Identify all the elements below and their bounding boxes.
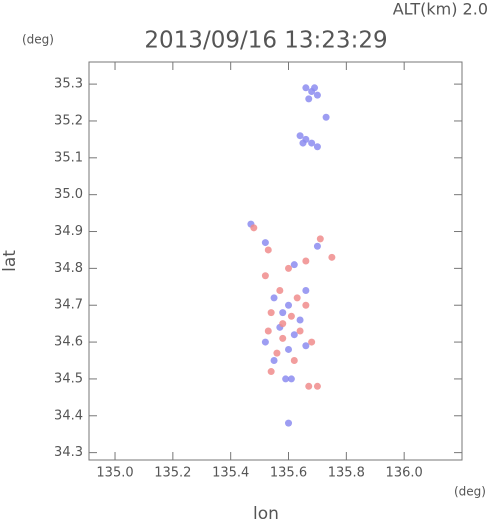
altitude-label: ALT(km) 2.0 bbox=[393, 0, 488, 19]
echo-point bbox=[296, 327, 304, 335]
y-unit: (deg) bbox=[22, 33, 54, 47]
echo-point bbox=[322, 113, 330, 121]
echo-point bbox=[302, 342, 310, 350]
x-unit: (deg) bbox=[454, 485, 486, 499]
y-tick-label: 35.2 bbox=[54, 113, 83, 128]
echo-point bbox=[305, 382, 313, 390]
echo-point bbox=[270, 294, 278, 302]
echo-point bbox=[328, 253, 336, 261]
echo-point bbox=[311, 84, 319, 92]
echo-point bbox=[264, 327, 272, 335]
echo-point bbox=[250, 224, 258, 232]
echo-point bbox=[261, 338, 269, 346]
echo-point bbox=[276, 286, 284, 294]
y-tick-label: 35.0 bbox=[54, 187, 83, 202]
x-tick-label: 135.0 bbox=[96, 466, 133, 481]
echo-point bbox=[267, 368, 275, 376]
echo-point bbox=[285, 264, 293, 272]
echo-point bbox=[290, 357, 298, 364]
y-tick-label: 34.9 bbox=[54, 224, 83, 239]
echo-point bbox=[313, 143, 321, 151]
echo-point bbox=[308, 139, 316, 147]
echo-point bbox=[302, 301, 310, 309]
echo-point bbox=[287, 375, 295, 383]
y-tick-label: 34.8 bbox=[54, 261, 83, 276]
echo-point bbox=[290, 331, 298, 339]
echo-point bbox=[296, 132, 304, 140]
x-tick-label: 135.4 bbox=[212, 466, 249, 481]
echo-point bbox=[279, 309, 287, 317]
echo-point bbox=[261, 272, 269, 280]
x-tick-label: 135.6 bbox=[270, 466, 307, 481]
echo-point bbox=[313, 242, 321, 250]
echo-point bbox=[264, 246, 272, 254]
echo-point bbox=[267, 309, 275, 317]
echo-point bbox=[305, 95, 313, 103]
echo-point bbox=[296, 316, 304, 324]
echo-point bbox=[279, 320, 287, 328]
echo-point bbox=[302, 257, 310, 265]
echo-point bbox=[282, 375, 290, 383]
x-tick-label: 135.8 bbox=[328, 466, 365, 481]
echo-point bbox=[261, 239, 269, 247]
y-tick-label: 34.5 bbox=[54, 371, 83, 386]
plot-frame bbox=[88, 61, 463, 461]
echo-point bbox=[270, 357, 278, 364]
echo-point bbox=[273, 349, 281, 357]
y-tick-label: 34.7 bbox=[54, 298, 83, 313]
y-axis-label: lat bbox=[0, 250, 20, 272]
echo-point bbox=[290, 261, 298, 269]
echo-point bbox=[302, 286, 310, 294]
echo-point bbox=[302, 84, 310, 92]
echo-point bbox=[285, 301, 293, 309]
echo-point bbox=[285, 419, 293, 427]
y-tick-label: 35.3 bbox=[54, 77, 83, 92]
x-axis-label: lon bbox=[253, 504, 279, 521]
echo-point bbox=[299, 139, 307, 147]
echo-point bbox=[279, 334, 287, 342]
chart-title: 2013/09/16 13:23:29 bbox=[144, 28, 387, 54]
echo-point bbox=[285, 345, 293, 353]
y-tick-label: 35.1 bbox=[54, 150, 83, 165]
y-tick-label: 34.4 bbox=[54, 408, 83, 423]
echo-point bbox=[313, 382, 321, 390]
y-tick-label: 34.3 bbox=[54, 445, 83, 460]
echo-point bbox=[316, 235, 324, 243]
echo-point bbox=[313, 91, 321, 99]
x-tick-label: 136.0 bbox=[386, 466, 423, 481]
echo-point bbox=[287, 312, 295, 320]
echo-point bbox=[308, 338, 316, 346]
echo-point bbox=[293, 294, 301, 302]
x-tick-label: 135.2 bbox=[154, 466, 191, 481]
y-tick-label: 34.6 bbox=[54, 335, 83, 350]
